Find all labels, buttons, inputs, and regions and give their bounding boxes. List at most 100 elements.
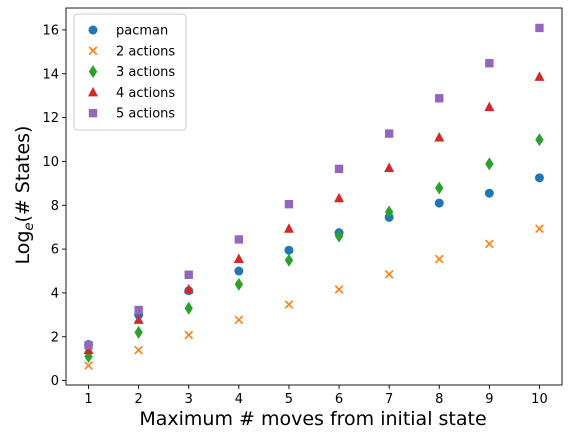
y-axis-label-subscript: e bbox=[22, 223, 37, 231]
data-point bbox=[434, 254, 444, 264]
data-point bbox=[234, 266, 244, 276]
x-tick-label: 8 bbox=[435, 392, 443, 407]
y-tick-label: 10 bbox=[42, 155, 59, 170]
x-axis-label: Maximum # moves from initial state bbox=[139, 408, 486, 430]
x-marker-stroke bbox=[134, 345, 144, 355]
data-point bbox=[233, 253, 244, 263]
series-2-actions bbox=[84, 224, 544, 370]
x-tick-label: 7 bbox=[385, 392, 393, 407]
data-point bbox=[434, 132, 445, 142]
data-point bbox=[234, 277, 244, 291]
data-point bbox=[284, 300, 294, 309]
y-tick-label: 12 bbox=[42, 111, 59, 126]
data-point bbox=[284, 253, 294, 267]
data-point bbox=[184, 330, 194, 340]
y-tick-label: 14 bbox=[42, 67, 59, 82]
series-4-actions bbox=[83, 71, 545, 355]
data-point bbox=[535, 133, 544, 147]
data-point bbox=[384, 129, 394, 138]
data-point bbox=[484, 188, 494, 198]
x-marker-stroke bbox=[184, 330, 194, 340]
x-marker-stroke bbox=[484, 239, 494, 249]
data-point bbox=[384, 269, 394, 279]
data-point bbox=[84, 361, 93, 370]
legend: pacman 2 actions 3 actions 4 actions 5 actio… bbox=[73, 13, 187, 131]
data-markers bbox=[83, 23, 545, 370]
legend-marker bbox=[88, 65, 98, 79]
plot-frame bbox=[65, 7, 563, 386]
x-tick-label: 6 bbox=[335, 392, 343, 407]
data-point bbox=[535, 224, 544, 234]
plot-area bbox=[65, 7, 563, 386]
data-point bbox=[384, 162, 395, 173]
data-point bbox=[435, 181, 444, 195]
data-point bbox=[334, 229, 344, 243]
data-point bbox=[133, 314, 144, 324]
x-marker-stroke bbox=[334, 285, 344, 294]
y-axis-ticks: 0 2 4 6 8 10 12 14 16 bbox=[42, 23, 66, 389]
x-marker-stroke bbox=[535, 224, 544, 234]
legend-marker bbox=[88, 46, 98, 56]
data-point bbox=[535, 23, 544, 33]
x-marker-stroke bbox=[434, 254, 444, 264]
x-axis-ticks: 1 2 3 4 5 6 7 8 9 10 bbox=[84, 385, 548, 407]
data-point bbox=[384, 205, 394, 219]
data-point bbox=[334, 164, 344, 174]
data-point bbox=[484, 101, 495, 112]
data-point bbox=[284, 199, 294, 209]
x-marker-stroke bbox=[384, 269, 394, 279]
x-tick-label: 3 bbox=[185, 392, 193, 407]
data-point bbox=[485, 157, 494, 171]
series-3-actions bbox=[84, 133, 544, 364]
legend-label: 2 actions bbox=[116, 44, 175, 59]
y-tick-label: 2 bbox=[51, 330, 59, 345]
x-tick-label: 1 bbox=[84, 392, 92, 407]
legend-box bbox=[73, 13, 187, 131]
y-tick-label: 8 bbox=[51, 199, 59, 214]
y-axis-label: Loge(# States) bbox=[12, 126, 37, 265]
legend-label: 5 actions bbox=[116, 107, 175, 122]
x-marker-stroke bbox=[84, 361, 93, 370]
y-tick-label: 0 bbox=[51, 374, 59, 389]
x-tick-label: 2 bbox=[135, 392, 143, 407]
x-marker-stroke bbox=[234, 315, 244, 325]
data-point bbox=[84, 341, 93, 350]
data-point bbox=[334, 192, 345, 203]
data-point bbox=[283, 223, 294, 233]
legend-label: 4 actions bbox=[116, 86, 175, 101]
legend-marker bbox=[88, 109, 98, 118]
x-tick-label: 5 bbox=[285, 392, 293, 407]
data-point bbox=[134, 345, 144, 355]
data-point bbox=[134, 325, 143, 339]
data-point bbox=[134, 305, 143, 315]
x-tick-label: 10 bbox=[531, 392, 548, 407]
legend-label: 3 actions bbox=[116, 65, 175, 80]
data-point bbox=[234, 235, 244, 244]
legend-label: pacman bbox=[116, 24, 168, 39]
y-tick-label: 4 bbox=[51, 286, 59, 301]
data-point bbox=[184, 301, 193, 315]
x-marker-stroke bbox=[284, 300, 294, 309]
legend-marker bbox=[88, 25, 98, 35]
data-point bbox=[234, 315, 244, 325]
legend-marker bbox=[88, 86, 98, 97]
x-marker-stroke bbox=[88, 46, 98, 56]
x-tick-label: 4 bbox=[235, 392, 243, 407]
data-point bbox=[434, 198, 444, 208]
data-point bbox=[534, 173, 544, 183]
data-point bbox=[334, 285, 344, 294]
y-axis-label-main: Log bbox=[12, 231, 34, 265]
data-point bbox=[534, 71, 545, 81]
data-point bbox=[183, 283, 194, 294]
y-tick-label: 6 bbox=[51, 243, 59, 258]
series-5-actions bbox=[84, 23, 544, 350]
data-point bbox=[184, 270, 193, 279]
series-pacman bbox=[84, 173, 544, 349]
data-point bbox=[485, 59, 494, 68]
y-tick-label: 16 bbox=[42, 23, 59, 38]
data-point bbox=[435, 94, 444, 103]
data-point bbox=[484, 239, 494, 249]
data-point bbox=[284, 245, 294, 255]
